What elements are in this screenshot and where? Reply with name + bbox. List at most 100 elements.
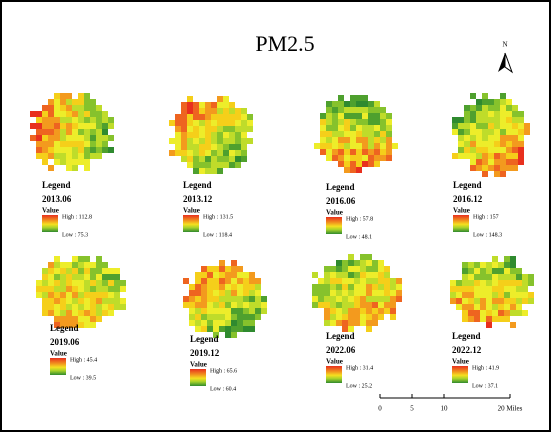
raster-cell [90,304,96,310]
raster-cell [72,274,78,280]
raster-cell [235,144,241,150]
raster-cell [494,111,500,117]
raster-cell [336,302,342,308]
raster-cell [199,150,205,156]
raster-cell [229,162,235,168]
raster-cell [374,149,380,155]
raster-cell [193,102,199,108]
raster-cell [356,125,362,131]
raster-cell [78,262,84,268]
raster-cell [506,117,512,123]
raster-cell [72,292,78,298]
raster-cell [207,302,213,308]
raster-cell [374,125,380,131]
raster-cell [504,298,510,304]
raster-cell [219,320,225,326]
raster-cell [189,302,195,308]
raster-cell [201,320,207,326]
raster-cell [102,298,108,304]
raster-cell [486,310,492,316]
raster-cell [78,93,84,99]
raster-cell [468,268,474,274]
raster-cell [366,326,372,332]
raster-cell [366,284,372,290]
raster-cell [235,114,241,120]
raster-cell [243,278,249,284]
raster-cell [350,143,356,149]
raster-cell [54,310,60,316]
raster-cell [506,105,512,111]
raster-cell [231,332,237,338]
raster-cell [175,120,181,126]
raster-cell [229,150,235,156]
raster-cell [223,108,229,114]
raster-cell [348,278,354,284]
raster-cell [213,272,219,278]
raster-cell [522,286,528,292]
raster-cell [229,126,235,132]
raster-cell [90,274,96,280]
raster-cell [48,117,54,123]
raster-cell [66,292,72,298]
raster-cell [235,156,241,162]
raster-cell [360,254,366,260]
raster-cell [195,308,201,314]
raster-cell [368,113,374,119]
raster-cell [522,310,528,316]
raster-cell [189,290,195,296]
raster-cell [506,153,512,159]
raster-cell [336,272,342,278]
raster-cell [60,105,66,111]
raster-cell [516,310,522,316]
raster-cell [360,278,366,284]
raster-cell [482,93,488,99]
raster-cell [372,290,378,296]
raster-cell [199,144,205,150]
raster-cell [48,153,54,159]
raster-cell [219,314,225,320]
raster-cell [510,310,516,316]
raster-cell [368,107,374,113]
raster-cell [506,165,512,171]
raster-cell [181,126,187,132]
raster-cell [510,286,516,292]
raster-cell [518,141,524,147]
raster-cell [114,274,120,280]
legend-field: Value [453,207,470,215]
raster-cell [326,131,332,137]
raster-cell [324,308,330,314]
raster-cell [223,150,229,156]
raster-cell [488,135,494,141]
raster-cell [207,296,213,302]
raster-cell [512,105,518,111]
raster-cell [324,278,330,284]
raster-cell [330,296,336,302]
raster-cell [207,272,213,278]
raster-cell [213,320,219,326]
raster-cell [201,314,207,320]
raster-cell [510,304,516,310]
raster-cell [96,135,102,141]
raster-cell [241,108,247,114]
raster-cell [360,296,366,302]
raster-cell [350,155,356,161]
legend-title: Legend [326,182,355,192]
raster-cell [241,144,247,150]
raster-cell [354,290,360,296]
raster-cell [60,310,66,316]
raster-cell [237,296,243,302]
raster-cell [225,302,231,308]
raster-cell [350,149,356,155]
raster-cell [516,292,522,298]
raster-cell [96,141,102,147]
raster-cell [354,308,360,314]
raster-cell [522,274,528,280]
raster-cell [207,314,213,320]
raster-cell [510,256,516,262]
raster-cell [187,138,193,144]
raster-cell [78,304,84,310]
raster-cell [66,286,72,292]
raster-cell [108,147,114,153]
raster-cell [482,123,488,129]
raster-cell [350,137,356,143]
